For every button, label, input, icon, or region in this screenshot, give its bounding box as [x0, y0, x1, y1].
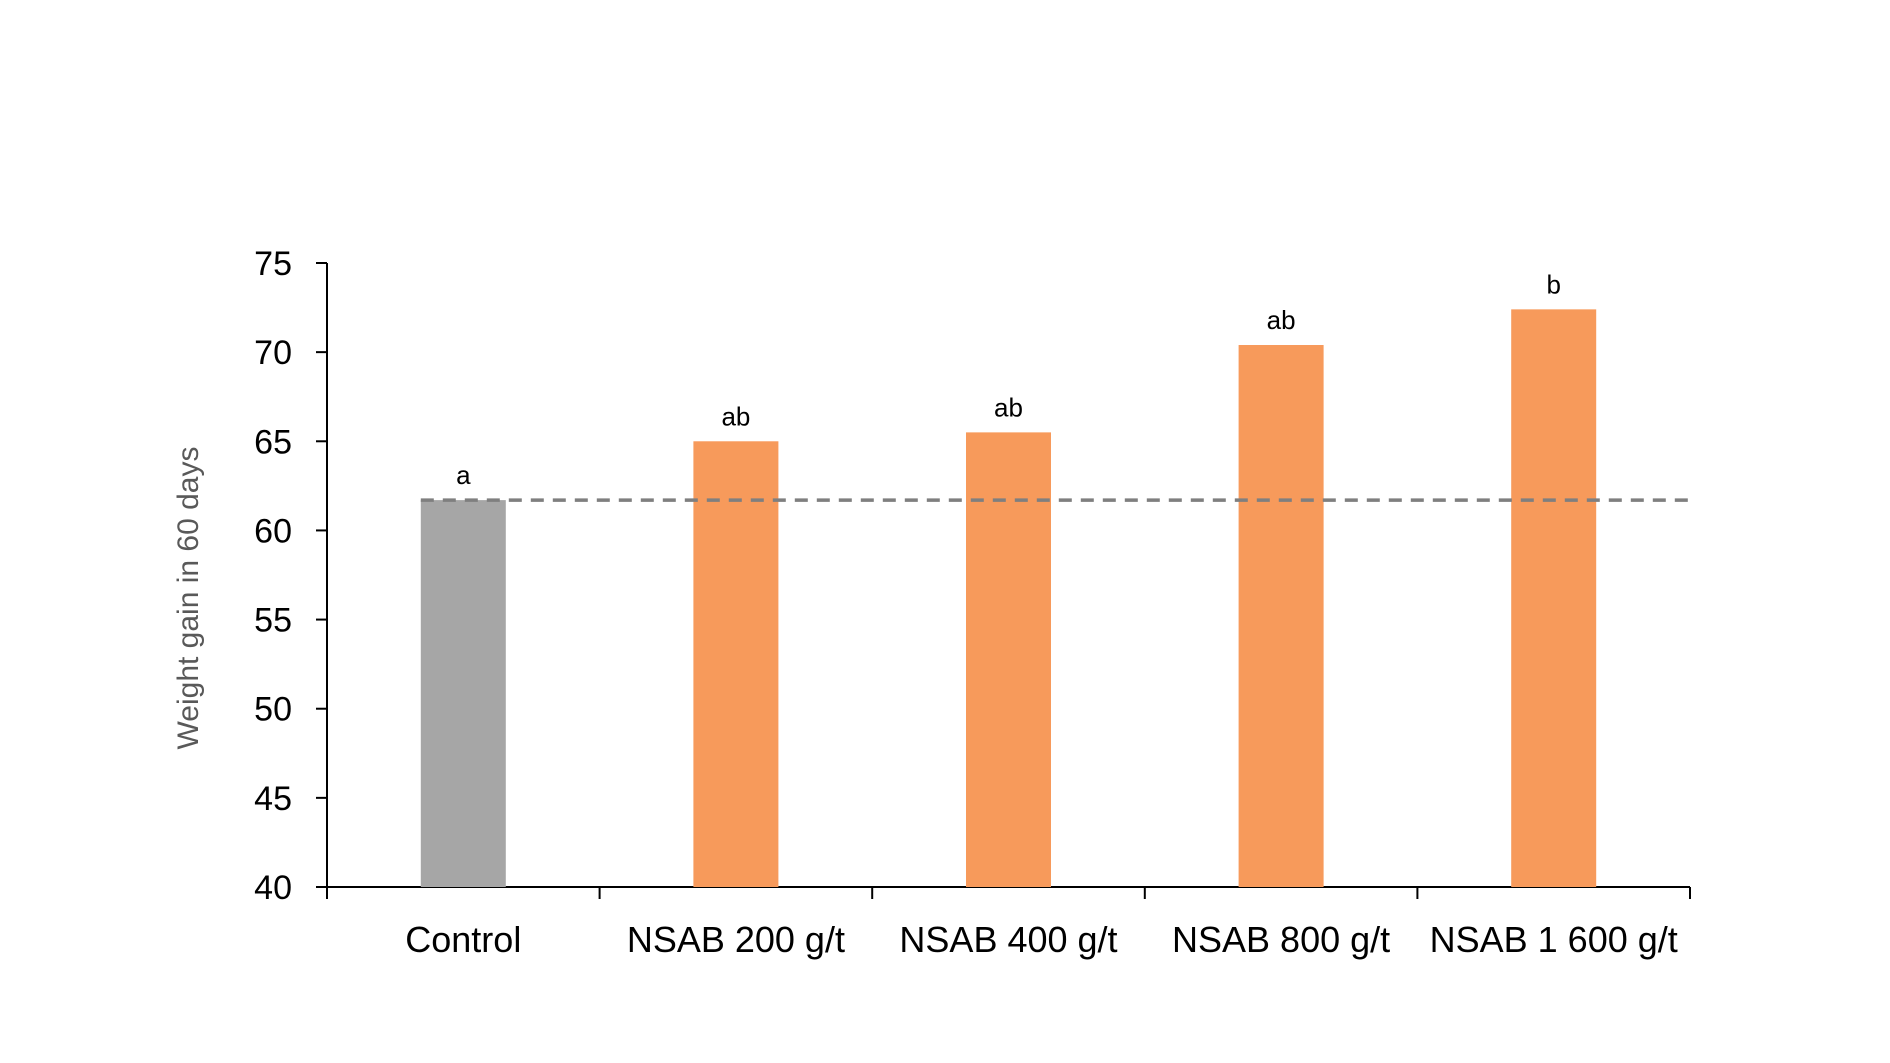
y-tick-label: 50 — [254, 691, 292, 729]
data-labels: a ab ab ab b — [456, 269, 1561, 490]
significance-label: ab — [994, 392, 1023, 422]
y-axis: 40 45 50 55 60 65 70 75 — [254, 245, 328, 907]
significance-label: ab — [1267, 305, 1296, 335]
significance-label: b — [1546, 269, 1560, 299]
x-tick-label: NSAB 800 g/t — [1172, 919, 1390, 960]
bar — [1511, 309, 1597, 888]
y-axis-title: Weight gain in 60 days — [172, 447, 205, 750]
y-tick-label: 75 — [254, 245, 292, 283]
x-tick-label: NSAB 1 600 g/t — [1430, 919, 1678, 960]
y-tick-label: 45 — [254, 780, 292, 818]
y-tick-label: 65 — [254, 423, 292, 461]
x-axis: Control NSAB 200 g/t NSAB 400 g/t NSAB 800 … — [326, 886, 1691, 960]
x-tick-label: Control — [405, 919, 521, 960]
bar — [693, 441, 779, 887]
bar — [966, 432, 1051, 887]
y-tick-label: 60 — [254, 512, 292, 550]
bar — [420, 500, 506, 887]
y-tick-label: 55 — [254, 602, 292, 640]
y-tick-label: 40 — [254, 869, 292, 907]
significance-label: ab — [721, 401, 750, 431]
bar — [1238, 345, 1324, 887]
y-tick-label: 70 — [254, 334, 292, 372]
significance-label: a — [456, 460, 471, 490]
bars — [420, 309, 1597, 888]
x-tick-label: NSAB 400 g/t — [899, 919, 1117, 960]
x-tick-label: NSAB 200 g/t — [627, 919, 845, 960]
